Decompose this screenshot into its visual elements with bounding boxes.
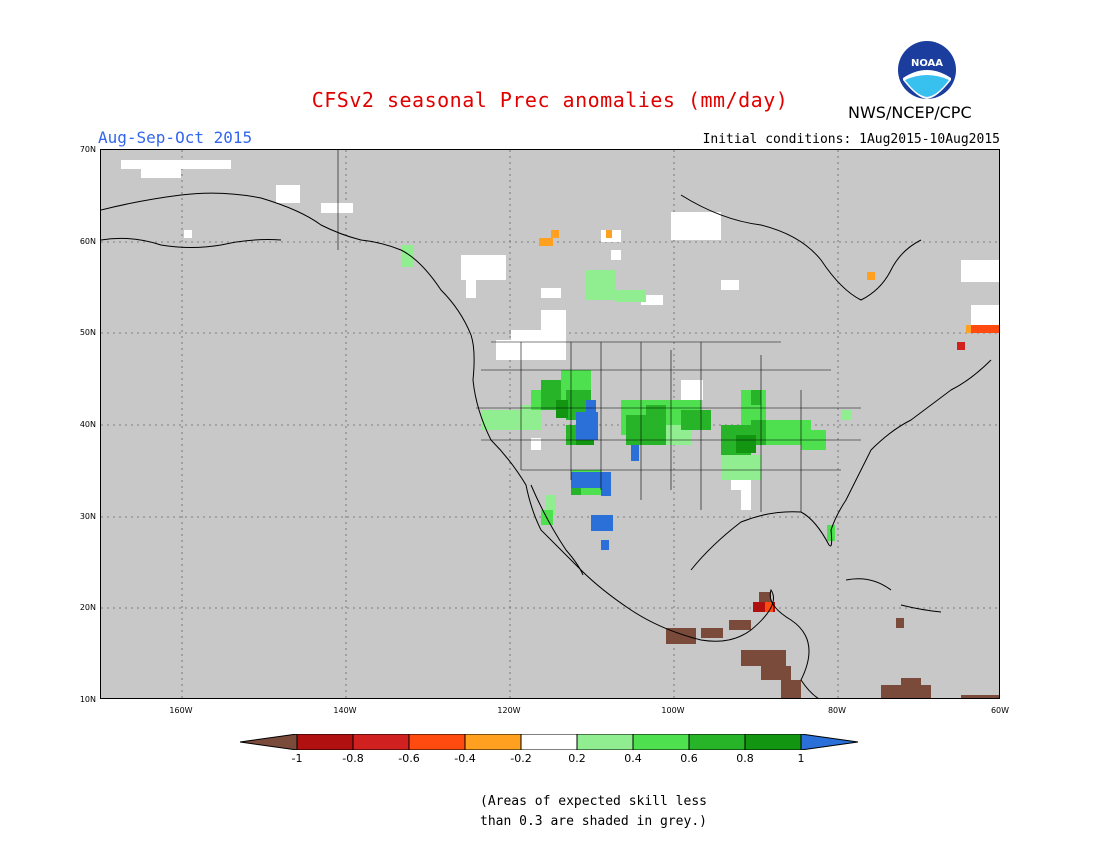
colorbar-segment (576, 734, 634, 750)
colorbar-label: 0.6 (680, 752, 698, 765)
lat-label-40n: 40N (79, 420, 96, 429)
map-gridlines (101, 150, 999, 698)
skill-note-line-1: (Areas of expected skill less (480, 794, 707, 809)
colorbar-segment (744, 734, 802, 750)
lat-label-10n: 10N (79, 695, 96, 704)
strong-dry-anomalies (666, 592, 999, 698)
noaa-logo-icon: NOAA (898, 41, 956, 99)
colorbar-segment (352, 734, 410, 750)
near-zero-patches (121, 160, 999, 510)
colorbar-segment-highest (800, 734, 859, 750)
colorbar-segment (464, 734, 522, 750)
lon-label-100w: 100W (661, 706, 685, 715)
forecast-period: Aug-Sep-Oct 2015 (98, 128, 253, 147)
colorbar-label: 1 (797, 752, 805, 765)
wet-anomalies-light (401, 245, 851, 515)
colorbar-segment (688, 734, 746, 750)
map-canvas (101, 150, 999, 698)
colorbar-label: -1 (291, 752, 303, 765)
lon-label-160w: 160W (169, 706, 193, 715)
coastlines (101, 192, 992, 698)
lat-label-60n: 60N (79, 237, 96, 246)
lon-label-120w: 120W (497, 706, 521, 715)
colorbar-segment (408, 734, 466, 750)
colorbar-segment (520, 734, 578, 750)
lat-label-30n: 30N (79, 512, 96, 521)
colorbar-label: -0.6 (398, 752, 420, 765)
anomaly-map (100, 149, 1000, 699)
colorbar-label: 0.2 (568, 752, 586, 765)
colorbar (240, 734, 859, 750)
svg-text:NOAA: NOAA (911, 58, 943, 69)
lon-label-80w: 80W (827, 706, 847, 715)
lat-label-50n: 50N (79, 328, 96, 337)
colorbar-label: -0.4 (454, 752, 476, 765)
initial-conditions: Initial conditions: 1Aug2015-10Aug2015 (702, 132, 1000, 147)
colorbar-segment (632, 734, 690, 750)
colorbar-label: 0.8 (736, 752, 754, 765)
lon-label-140w: 140W (333, 706, 357, 715)
organization-label: NWS/NCEP/CPC (848, 103, 972, 122)
colorbar-label: -0.8 (342, 752, 364, 765)
skill-note-line-2: than 0.3 are shaded in grey.) (480, 814, 707, 829)
colorbar-label: -0.2 (510, 752, 532, 765)
lon-label-60w: 60W (990, 706, 1010, 715)
lat-label-20n: 20N (79, 603, 96, 612)
skill-note: (Areas of expected skill less than 0.3 a… (480, 792, 707, 832)
lat-label-70n: 70N (79, 145, 96, 154)
political-borders (337, 150, 861, 512)
colorbar-segment-lowest (240, 734, 298, 750)
colorbar-label: 0.4 (624, 752, 642, 765)
map-title: CFSv2 seasonal Prec anomalies (mm/day) (311, 88, 789, 112)
colorbar-segment (296, 734, 354, 750)
